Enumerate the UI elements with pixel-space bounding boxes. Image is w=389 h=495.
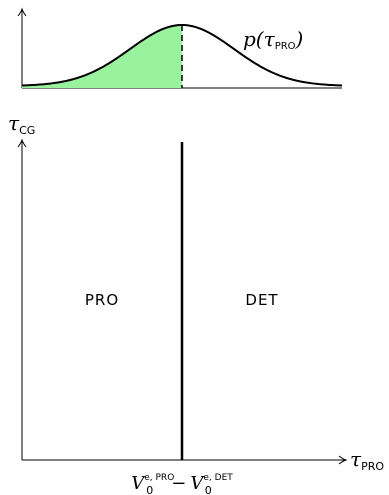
pro-region-label: PRO [85,291,119,309]
density-label: p(τPRO) [243,27,303,52]
threshold-label: Ve, PRO 0− Ve, DET 0 [131,473,233,495]
x-axis-label: τPRO [350,447,384,473]
y-axis-label: τCG [8,111,35,137]
det-region-label: DET [245,291,278,309]
decision-panel: τCG τPRO PRO DET Ve, PRO 0− Ve, DET 0 [8,111,384,495]
density-panel: p(τPRO) [17,7,343,89]
density-shaded-area [22,25,182,88]
